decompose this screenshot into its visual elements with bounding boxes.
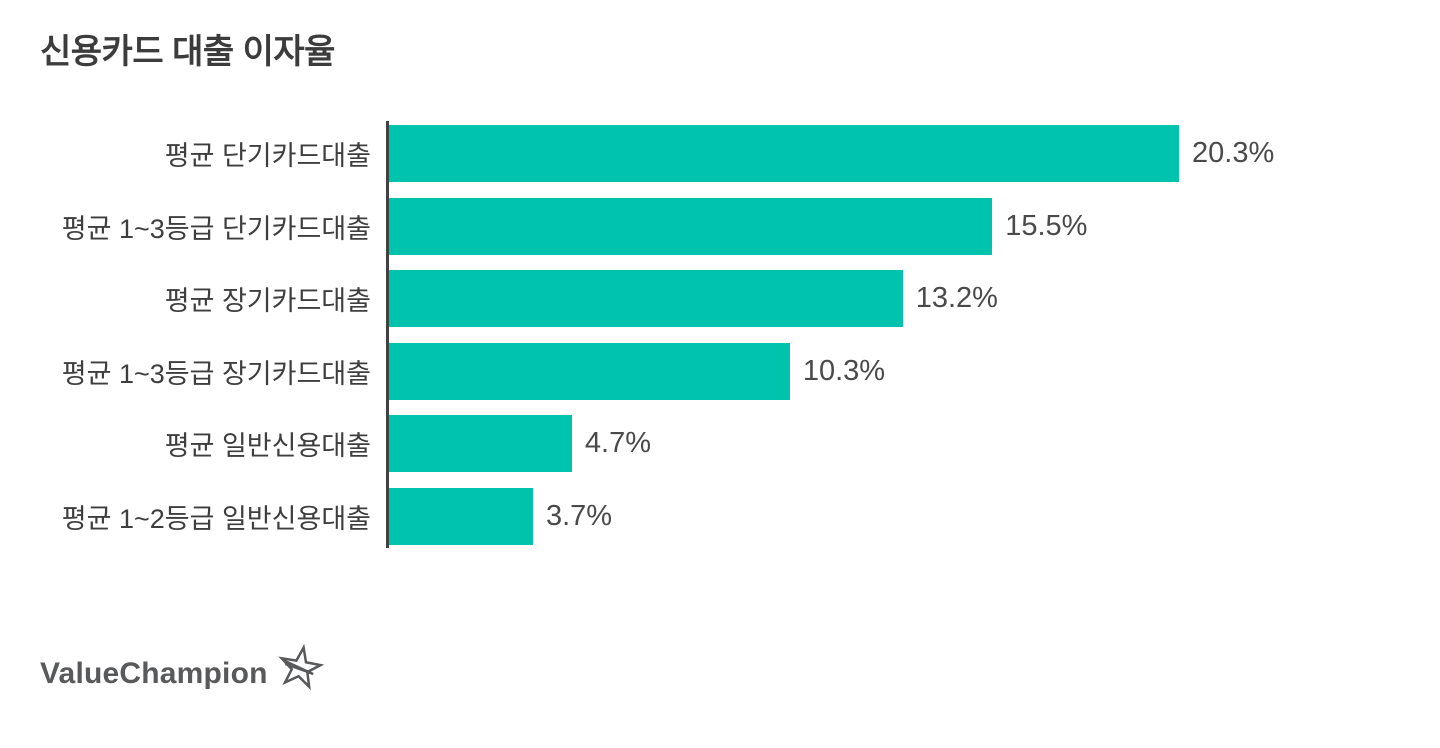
bar-row: 평균 1~3등급 장기카드대출 10.3% <box>0 342 1440 400</box>
value-champion-logo: ValueChampion <box>40 643 325 697</box>
bar-row: 평균 일반신용대출 4.7% <box>0 415 1440 472</box>
category-label: 평균 일반신용대출 <box>164 431 371 461</box>
value-label: 4.7% <box>584 427 652 459</box>
bar <box>389 197 993 255</box>
category-label: 평균 1~2등급 일반신용대출 <box>61 503 371 534</box>
bar <box>389 342 790 400</box>
star-outline-icon <box>275 640 325 697</box>
category-label: 평균 1~3등급 단기카드대출 <box>61 213 371 244</box>
bar-track: 20.3% <box>389 125 1440 182</box>
bar-track: 15.5% <box>389 197 1440 255</box>
chart-title: 신용카드 대출 이자율 <box>40 33 335 71</box>
category-label: 평균 단기카드대출 <box>164 141 371 171</box>
value-label: 3.7% <box>545 499 613 532</box>
chart-rows: 평균 단기카드대출 20.3% 평균 1~3등급 단기카드대출 15.5% 평균… <box>0 125 1440 545</box>
bar-track: 4.7% <box>389 415 1440 472</box>
value-label: 13.2% <box>915 282 998 314</box>
value-label: 15.5% <box>1005 209 1088 242</box>
y-axis-line <box>386 121 389 548</box>
bar <box>389 270 903 327</box>
bar <box>389 487 533 545</box>
value-label: 20.3% <box>1192 137 1275 169</box>
category-label: 평균 장기카드대출 <box>164 286 371 316</box>
bar-row: 평균 1~3등급 단기카드대출 15.5% <box>0 197 1440 255</box>
bar-track: 3.7% <box>389 487 1440 545</box>
value-label: 10.3% <box>802 354 886 387</box>
bar-track: 13.2% <box>389 270 1440 327</box>
bar <box>389 125 1179 182</box>
bar <box>389 415 572 472</box>
logo-text: ValueChampion <box>40 656 268 690</box>
bar-row: 평균 단기카드대출 20.3% <box>0 125 1440 182</box>
category-label: 평균 1~3등급 장기카드대출 <box>61 358 371 389</box>
bar-row: 평균 1~2등급 일반신용대출 3.7% <box>0 487 1440 545</box>
bar-chart: 평균 단기카드대출 20.3% 평균 1~3등급 단기카드대출 15.5% 평균… <box>0 121 1440 548</box>
bar-row: 평균 장기카드대출 13.2% <box>0 270 1440 327</box>
bar-track: 10.3% <box>389 342 1440 400</box>
